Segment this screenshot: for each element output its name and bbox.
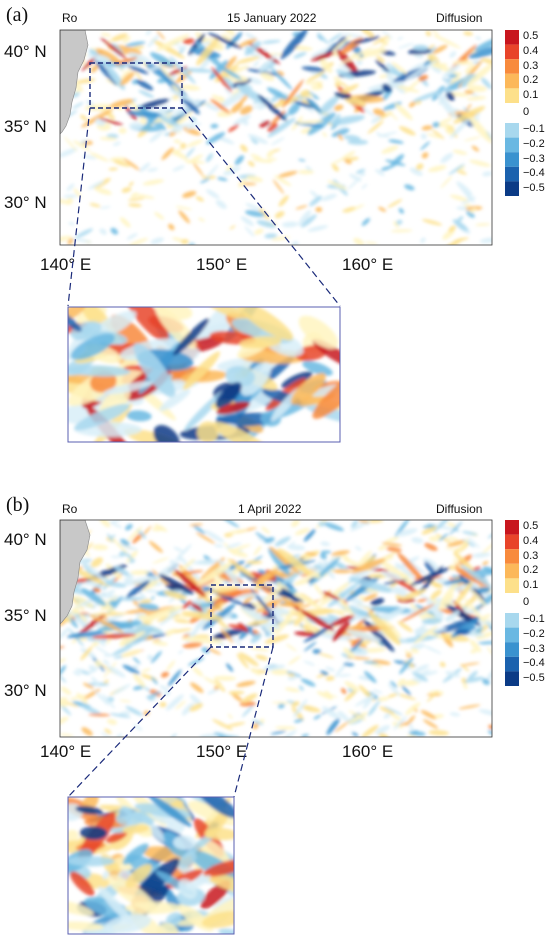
- panel-a-date: 15 January 2022: [227, 11, 317, 25]
- colorbar-swatch: [505, 534, 519, 550]
- panel-a-lon-150: 150° E: [196, 255, 248, 274]
- colorbar-swatch: [505, 627, 519, 643]
- panel-a-lat-30: 30° N: [4, 193, 47, 212]
- panel-a-letter: (a): [6, 4, 29, 26]
- panel-b-frame: [59, 519, 493, 738]
- colorbar-swatch: [505, 59, 519, 74]
- panel-b-lat-40: 40° N: [4, 530, 47, 549]
- colorbar-tick-label: −0.2: [523, 627, 545, 640]
- colorbar-swatch: [505, 123, 519, 138]
- colorbar-swatch: [505, 181, 519, 196]
- panel-a-map: [60, 30, 492, 245]
- colorbar-tick-label: 0.3: [523, 59, 539, 72]
- colorbar-tick-label: −0.5: [523, 181, 545, 194]
- colorbar-tick-label: 0.1: [523, 578, 539, 591]
- colorbar-swatch: [505, 578, 519, 593]
- panel-a-zoom: [68, 307, 340, 442]
- panel-a-land: [60, 30, 89, 135]
- colorbar-tick-label: 0.2: [523, 74, 539, 87]
- colorbar-tick-label: −0.2: [523, 137, 545, 150]
- colorbar-tick-label: 0.1: [523, 88, 539, 101]
- colorbar-tick-label: −0.3: [523, 152, 545, 165]
- colorbar-tick-label: −0.1: [523, 613, 545, 626]
- colorbar-tick-label: 0.3: [523, 549, 539, 562]
- panel-b-land: [60, 520, 91, 625]
- panel-a-colorbar: [505, 30, 519, 196]
- colorbar-swatch: [505, 549, 519, 564]
- panel-b-lon-160: 160° E: [342, 742, 394, 761]
- colorbar-tick-label: −0.3: [523, 642, 545, 655]
- colorbar-tick-label: 0.5: [523, 30, 539, 43]
- colorbar-tick-label: 0.2: [523, 564, 539, 577]
- panel-a-zoom-box: [89, 62, 183, 109]
- panel-a-scheme: Diffusion: [436, 11, 483, 25]
- panel-b-zoom-frame: [67, 796, 235, 935]
- panel-b-zoom: [68, 797, 234, 934]
- colorbar-swatch: [505, 152, 519, 167]
- panel-b-zoom-box: [210, 584, 274, 648]
- panel-a-variable: Ro: [62, 11, 78, 25]
- colorbar-tick-label: −0.4: [523, 657, 545, 670]
- colorbar-tick-label: 0: [523, 106, 530, 118]
- panel-a-lon-140: 140° E: [40, 255, 92, 274]
- panel-a-zoom-line-left: [67, 107, 91, 307]
- colorbar-tick-label: 0.5: [523, 520, 539, 533]
- colorbar-tick-label: −0.1: [523, 123, 545, 136]
- colorbar-swatch: [505, 656, 519, 672]
- colorbar-swatch: [505, 642, 519, 657]
- panel-b-date: 1 April 2022: [238, 502, 302, 516]
- panel-b-lat-30: 30° N: [4, 681, 47, 700]
- panel-a-zoom-line-right: [181, 107, 341, 307]
- colorbar-swatch: [505, 166, 519, 182]
- colorbar-swatch: [505, 613, 519, 628]
- panel-a-lat-40: 40° N: [4, 42, 47, 61]
- colorbar-tick-label: 0: [523, 596, 530, 608]
- panel-b-letter: (b): [6, 494, 30, 516]
- colorbar-tick-label: −0.4: [523, 167, 545, 180]
- colorbar-swatch: [505, 73, 519, 89]
- panel-b-lon-140: 140° E: [40, 742, 92, 761]
- panel-b-colorbar: [505, 520, 519, 686]
- colorbar-tick-label: 0.4: [523, 534, 539, 547]
- panel-a-lat-35: 35° N: [4, 117, 47, 136]
- panel-b-zoom-line-right: [233, 646, 274, 798]
- colorbar-swatch: [505, 88, 519, 103]
- panel-b-lat-35: 35° N: [4, 606, 47, 625]
- colorbar-swatch: [505, 671, 519, 686]
- panel-a-frame: [59, 29, 493, 246]
- colorbar-tick-label: 0.4: [523, 44, 539, 57]
- colorbar-swatch: [505, 44, 519, 60]
- colorbar-swatch: [505, 137, 519, 153]
- panel-b-zoom-line-left: [67, 646, 212, 798]
- colorbar-swatch: [505, 520, 519, 535]
- panel-b-map: [60, 520, 492, 737]
- panel-a-zoom-frame: [67, 306, 341, 443]
- panel-a-lon-160: 160° E: [342, 255, 394, 274]
- panel-b-lon-150: 150° E: [196, 742, 248, 761]
- colorbar-swatch: [505, 563, 519, 579]
- colorbar-swatch: [505, 30, 519, 45]
- panel-b-variable: Ro: [62, 502, 78, 516]
- colorbar-tick-label: −0.5: [523, 671, 545, 684]
- panel-b-scheme: Diffusion: [436, 502, 483, 516]
